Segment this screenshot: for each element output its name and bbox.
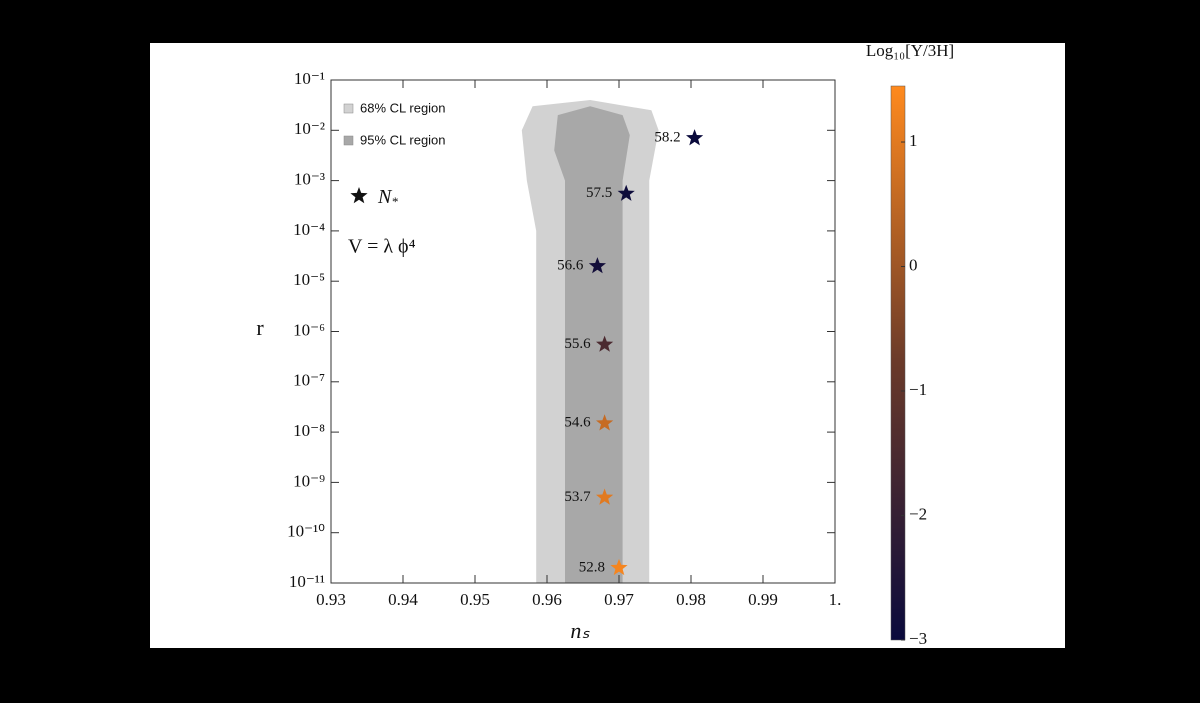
point-label: 53.7: [564, 489, 591, 505]
colorbar-tick-label: −2: [909, 504, 927, 523]
star-point: [596, 414, 614, 431]
y-tick-label: 10⁻⁴: [293, 220, 325, 239]
y-tick-label: 10⁻⁸: [293, 421, 325, 440]
y-tick-label: 10⁻⁹: [293, 471, 325, 490]
star-point: [596, 488, 614, 505]
x-axis-label: nₛ: [570, 618, 590, 643]
point-label: 56.6: [557, 257, 584, 273]
colorbar-tick-label: 0: [909, 255, 918, 274]
x-tick-label: 0.95: [460, 590, 490, 609]
point-label: 52.8: [579, 559, 605, 575]
legend-star: [350, 187, 368, 204]
legend-label: 68% CL region: [360, 100, 446, 115]
colorbar-tick-label: 1: [909, 131, 918, 150]
colorbar-tick-label: −1: [909, 380, 927, 399]
x-tick-label: 0.96: [532, 590, 562, 609]
y-tick-label: 10⁻⁶: [293, 320, 325, 339]
point-label: 54.6: [564, 415, 591, 431]
x-tick-label: 0.93: [316, 590, 346, 609]
x-tick-label: 0.97: [604, 590, 634, 609]
x-tick-label: 0.99: [748, 590, 778, 609]
colorbar-title: Log₁₀[Υ/3H]: [866, 41, 954, 60]
y-tick-label: 10⁻¹⁰: [287, 522, 325, 541]
star-point: [686, 129, 704, 146]
point-label: 58.2: [654, 130, 680, 146]
point-label: 55.6: [564, 336, 591, 352]
point-label: 57.5: [586, 185, 612, 201]
x-tick-label: 0.98: [676, 590, 706, 609]
star-point: [588, 257, 606, 274]
star-point: [596, 335, 614, 352]
y-tick-label: 10⁻⁷: [293, 371, 325, 390]
x-tick-label: 1.: [829, 590, 842, 609]
y-tick-label: 10⁻¹: [294, 69, 325, 88]
marker-label: N*: [377, 186, 398, 209]
star-point: [610, 558, 628, 576]
x-tick-label: 0.94: [388, 590, 418, 609]
legend-swatch: [343, 103, 354, 114]
marker-label-sub: *: [391, 194, 398, 209]
legend-swatch: [343, 135, 354, 146]
legend-label: 95% CL region: [360, 132, 446, 147]
marker-label-main: N: [377, 186, 393, 208]
y-tick-label: 10⁻³: [294, 170, 325, 189]
cl-region: [554, 106, 630, 583]
star-point: [617, 184, 635, 201]
y-tick-label: 10⁻¹¹: [289, 572, 325, 591]
colorbar: [890, 85, 906, 641]
potential-label: V = λ ϕ⁴: [348, 236, 416, 258]
y-tick-label: 10⁻²: [294, 119, 325, 138]
y-tick-label: 10⁻⁵: [293, 270, 325, 289]
y-axis-label: r: [256, 315, 264, 340]
colorbar-tick-label: −3: [909, 629, 927, 648]
